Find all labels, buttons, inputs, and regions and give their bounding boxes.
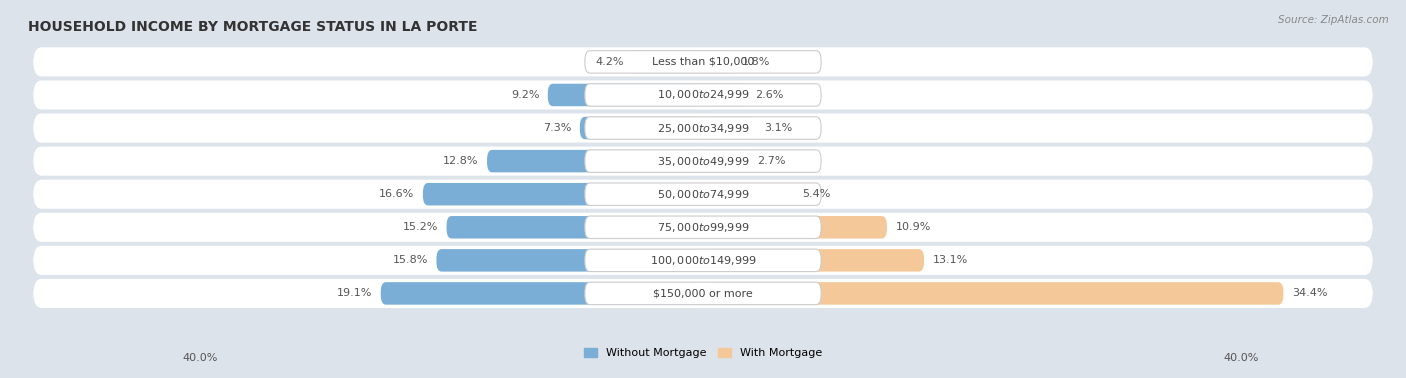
Text: 12.8%: 12.8% (443, 156, 478, 166)
FancyBboxPatch shape (585, 216, 821, 239)
FancyBboxPatch shape (703, 183, 794, 206)
Text: 9.2%: 9.2% (510, 90, 540, 100)
FancyBboxPatch shape (381, 282, 703, 305)
Legend: Without Mortgage, With Mortgage: Without Mortgage, With Mortgage (579, 343, 827, 363)
Text: 5.4%: 5.4% (803, 189, 831, 199)
FancyBboxPatch shape (423, 183, 703, 206)
FancyBboxPatch shape (579, 117, 703, 139)
FancyBboxPatch shape (703, 51, 734, 73)
FancyBboxPatch shape (486, 150, 703, 172)
FancyBboxPatch shape (34, 47, 1372, 76)
FancyBboxPatch shape (34, 113, 1372, 143)
FancyBboxPatch shape (585, 183, 821, 206)
Text: 1.8%: 1.8% (742, 57, 770, 67)
FancyBboxPatch shape (703, 249, 924, 271)
FancyBboxPatch shape (703, 150, 748, 172)
Text: 10.9%: 10.9% (896, 222, 931, 232)
Text: 3.1%: 3.1% (763, 123, 792, 133)
FancyBboxPatch shape (34, 180, 1372, 209)
Text: 4.2%: 4.2% (595, 57, 624, 67)
FancyBboxPatch shape (436, 249, 703, 271)
Text: Source: ZipAtlas.com: Source: ZipAtlas.com (1278, 15, 1389, 25)
FancyBboxPatch shape (585, 117, 821, 139)
Text: HOUSEHOLD INCOME BY MORTGAGE STATUS IN LA PORTE: HOUSEHOLD INCOME BY MORTGAGE STATUS IN L… (28, 20, 478, 34)
FancyBboxPatch shape (703, 84, 747, 106)
Text: $35,000 to $49,999: $35,000 to $49,999 (657, 155, 749, 167)
FancyBboxPatch shape (34, 213, 1372, 242)
FancyBboxPatch shape (34, 246, 1372, 275)
Text: 15.2%: 15.2% (402, 222, 439, 232)
Text: $50,000 to $74,999: $50,000 to $74,999 (657, 188, 749, 201)
FancyBboxPatch shape (447, 216, 703, 239)
Text: 40.0%: 40.0% (183, 353, 218, 363)
Text: 40.0%: 40.0% (1223, 353, 1258, 363)
Text: 2.7%: 2.7% (756, 156, 786, 166)
FancyBboxPatch shape (34, 279, 1372, 308)
Text: 2.6%: 2.6% (755, 90, 783, 100)
Text: 13.1%: 13.1% (932, 256, 967, 265)
Text: $75,000 to $99,999: $75,000 to $99,999 (657, 221, 749, 234)
FancyBboxPatch shape (585, 249, 821, 271)
FancyBboxPatch shape (34, 81, 1372, 110)
Text: 16.6%: 16.6% (380, 189, 415, 199)
Text: 15.8%: 15.8% (392, 256, 427, 265)
FancyBboxPatch shape (585, 51, 821, 73)
Text: $10,000 to $24,999: $10,000 to $24,999 (657, 88, 749, 101)
FancyBboxPatch shape (585, 150, 821, 172)
FancyBboxPatch shape (633, 51, 703, 73)
Text: $100,000 to $149,999: $100,000 to $149,999 (650, 254, 756, 267)
Text: Less than $10,000: Less than $10,000 (652, 57, 754, 67)
Text: 7.3%: 7.3% (543, 123, 571, 133)
Text: $150,000 or more: $150,000 or more (654, 288, 752, 298)
FancyBboxPatch shape (34, 147, 1372, 176)
FancyBboxPatch shape (703, 216, 887, 239)
Text: 34.4%: 34.4% (1292, 288, 1327, 298)
Text: 19.1%: 19.1% (337, 288, 373, 298)
FancyBboxPatch shape (585, 282, 821, 305)
FancyBboxPatch shape (703, 282, 1284, 305)
FancyBboxPatch shape (585, 84, 821, 106)
FancyBboxPatch shape (703, 117, 755, 139)
FancyBboxPatch shape (548, 84, 703, 106)
Text: $25,000 to $34,999: $25,000 to $34,999 (657, 122, 749, 135)
